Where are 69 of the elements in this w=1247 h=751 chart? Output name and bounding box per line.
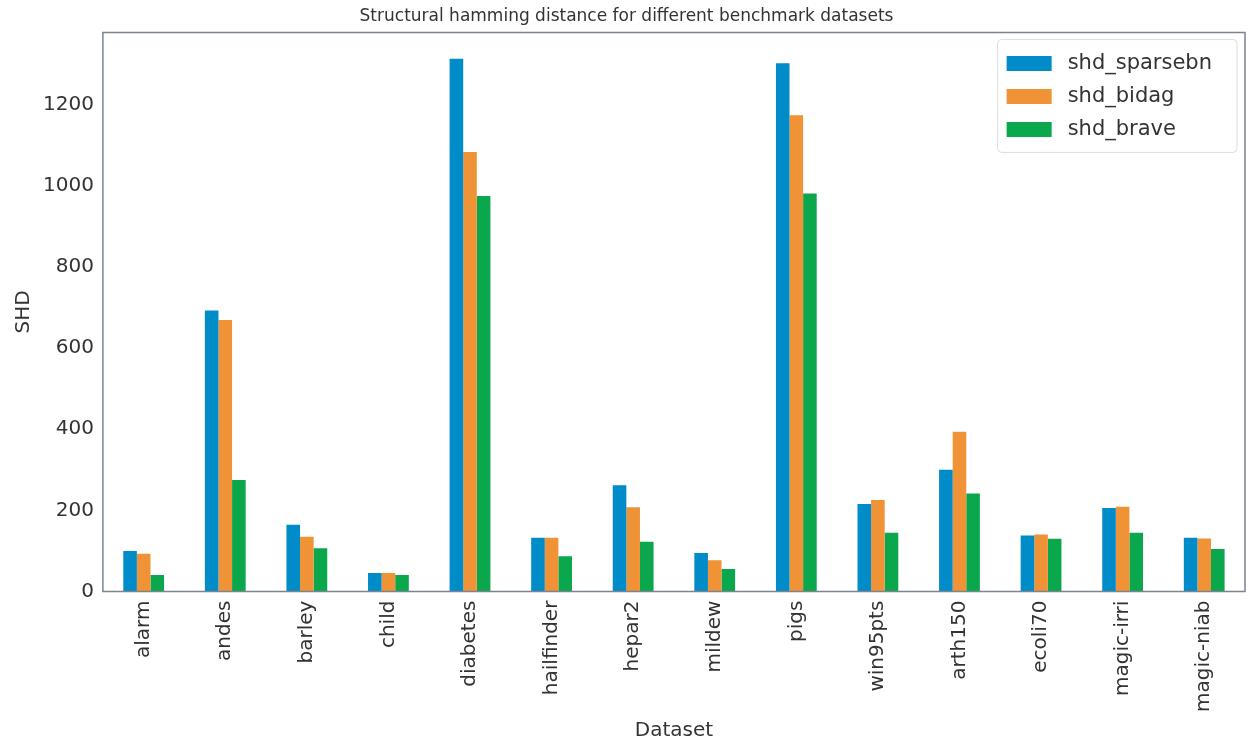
bar [612, 485, 627, 592]
bar [232, 480, 246, 592]
bar [531, 537, 545, 592]
bar [857, 503, 872, 592]
bar [884, 532, 899, 592]
bar [1020, 535, 1035, 592]
bar [544, 537, 559, 592]
x-tick-label: diabetes [456, 600, 481, 687]
bar [463, 152, 477, 592]
bar [1047, 538, 1062, 592]
bar [204, 310, 219, 592]
bar [871, 499, 885, 592]
bar [789, 115, 804, 592]
bar [966, 493, 980, 592]
bar [313, 548, 328, 592]
x-tick-label: child [374, 600, 399, 649]
y-axis-title: SHD [10, 290, 35, 334]
bar [123, 551, 137, 592]
x-tick-label: magic-irri [1108, 600, 1133, 697]
x-tick-label: win95pts [864, 600, 889, 692]
x-tick-label: hepar2 [619, 600, 644, 672]
bar [1034, 534, 1048, 592]
legend-label: shd_sparsebn [1067, 50, 1212, 76]
y-tick-label: 200 [55, 496, 94, 521]
y-tick-label: 600 [55, 334, 94, 359]
x-tick-label: ecoli70 [1027, 600, 1052, 673]
x-axis-title: Dataset [634, 717, 714, 742]
legend-label: shd_bidag [1067, 83, 1175, 109]
x-tick-label: alarm [129, 600, 154, 659]
bar [368, 572, 382, 592]
bar [952, 431, 967, 592]
bar [558, 556, 572, 592]
bar [150, 574, 165, 592]
bar [449, 58, 464, 592]
x-tick-label: arth150 [945, 600, 970, 680]
x-tick-label: magic-niab [1190, 600, 1215, 712]
bar [939, 469, 953, 592]
bar [136, 553, 151, 592]
bar [626, 507, 640, 592]
bar [476, 195, 491, 592]
bar [775, 63, 790, 592]
x-tick-label: mildew [700, 600, 725, 673]
legend-label: shd_brave [1067, 116, 1176, 142]
bar [1129, 532, 1144, 592]
y-tick-label: 1000 [42, 172, 94, 196]
x-tick-label: hailfinder [537, 599, 562, 696]
bar [721, 568, 736, 592]
bar [1197, 538, 1212, 592]
x-tick-label: barley [293, 600, 318, 664]
bar [218, 320, 233, 592]
bar [381, 572, 396, 592]
chart-title: Structural hamming distance for different benchmark datasets [359, 4, 894, 25]
x-tick-label: andes [211, 600, 236, 661]
bar [1115, 506, 1130, 592]
x-tick-label: pigs [782, 600, 807, 642]
bar [694, 553, 708, 592]
bar [1183, 537, 1198, 592]
bar [286, 524, 301, 592]
bar [1211, 549, 1225, 592]
bar [707, 560, 722, 592]
bar [395, 574, 409, 592]
y-tick-label: 0 [81, 577, 94, 602]
y-tick-label: 800 [55, 253, 94, 278]
y-tick-label: 1200 [42, 90, 94, 115]
bar [300, 536, 314, 592]
bar [803, 193, 817, 592]
bar [639, 541, 654, 592]
y-tick-label: 400 [55, 415, 94, 440]
bar [1102, 508, 1116, 592]
